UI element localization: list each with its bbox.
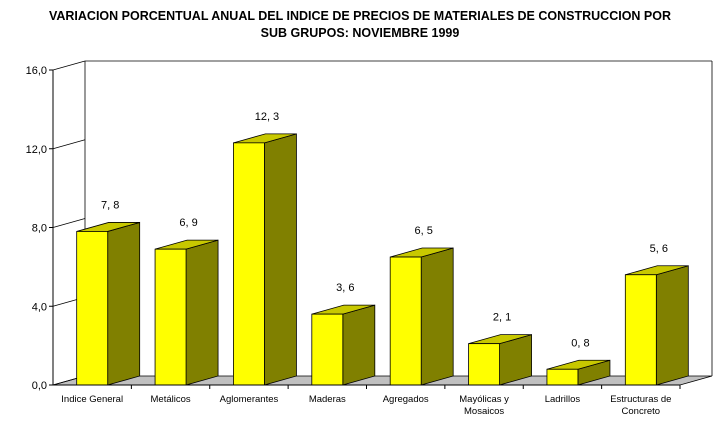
y-tick-label: 8,0 (32, 223, 47, 235)
data-label: 5, 6 (650, 243, 668, 255)
bar-side (420, 247, 454, 386)
x-tick-label: Concreto (622, 406, 661, 417)
bar-side (185, 239, 219, 386)
data-label: 12, 3 (255, 111, 279, 123)
x-tick-label: Mosaicos (464, 406, 504, 417)
y-tick-depth-line (52, 218, 86, 228)
x-tick-label: Indice General (61, 394, 123, 405)
x-tick-label: Aglomerantes (220, 394, 279, 405)
data-label: 7, 8 (101, 199, 119, 211)
bar-side (342, 304, 376, 386)
bar (468, 343, 500, 386)
data-label: 6, 9 (179, 217, 197, 229)
x-tick-label: Agregados (383, 394, 429, 405)
y-tick-label: 0,0 (32, 380, 47, 392)
bar-side (655, 265, 689, 386)
x-tick-label: Maderas (309, 394, 346, 405)
bar (624, 274, 657, 386)
x-tick-label: Mayólicas y (459, 394, 509, 405)
bar (546, 368, 579, 386)
data-label: 3, 6 (336, 282, 354, 294)
y-tick-label: 4,0 (32, 301, 47, 313)
data-label: 2, 1 (493, 312, 511, 324)
data-label: 6, 5 (415, 225, 433, 237)
bar (76, 231, 109, 386)
plot-area: 0,0 4,0 8,0 12,0 16,0 7, 8 Indice General 6, 9 M… (26, 60, 713, 417)
y-tick-label: 12,0 (26, 144, 47, 156)
x-tick-label: Ladrillos (545, 394, 581, 405)
bar-side (264, 133, 297, 386)
data-label: 0, 8 (571, 337, 589, 349)
bar (154, 248, 187, 386)
y-tick-depth-line (52, 60, 86, 71)
bar (233, 142, 265, 386)
bar (311, 313, 344, 386)
y-tick-label: 16,0 (26, 65, 47, 77)
x-tick-label: Metálicos (151, 394, 191, 405)
chart-floor (52, 375, 713, 386)
y-tick-depth-line (52, 139, 86, 150)
x-tick-label: Estructuras de (610, 394, 671, 405)
bar-side (107, 221, 141, 386)
bar (389, 256, 422, 386)
chart-title-line-2: SUB GRUPOS: NOVIEMBRE 1999 (261, 26, 460, 40)
chart-title-line-1: VARIACION PORCENTUAL ANUAL DEL INDICE DE… (49, 9, 671, 23)
